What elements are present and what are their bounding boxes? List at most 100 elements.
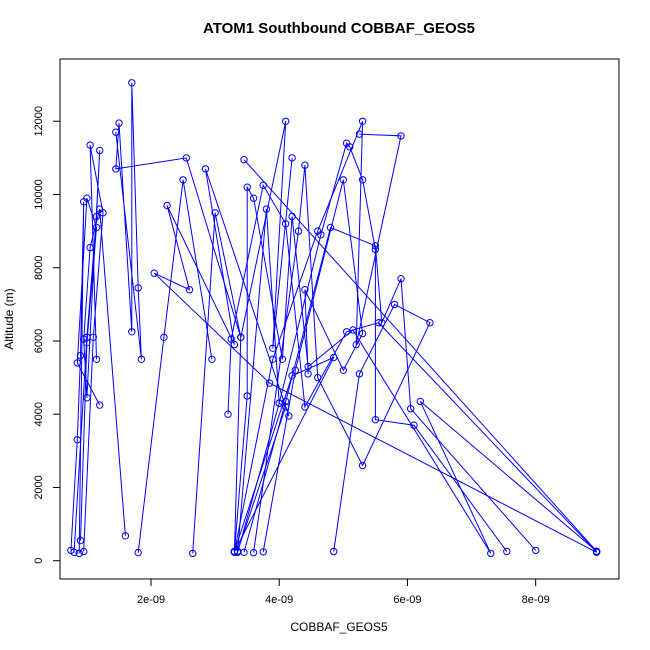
data-point [70,548,78,556]
data-point [330,547,338,556]
x-tick-label: 2e-09 [137,594,165,606]
profile-line [262,179,364,552]
data-point [112,128,120,136]
profile-line [137,179,213,553]
data-point [282,397,290,406]
data-point [291,366,299,374]
data-point [592,548,601,556]
data-point [346,143,354,151]
data-point [96,146,104,155]
data-point [83,194,91,202]
profile-line [115,82,242,554]
data-point [76,536,85,545]
data-point [294,227,303,235]
data-point [76,351,85,360]
profile-line [237,142,508,553]
data-point [182,154,191,162]
data-point [288,372,296,380]
y-axis: 0 2000 4000 6000 8000 10000 12000 [33,106,61,564]
data-point [410,421,418,429]
data-point [352,340,360,349]
data-point [282,117,290,126]
data-point [339,176,347,184]
x-tick-label: 4e-09 [265,594,293,606]
y-tick-label: 2000 [33,475,45,499]
data-point [92,355,101,363]
data-point [285,412,293,420]
data-point [358,176,367,184]
profile-line [253,165,431,553]
data-point [211,209,219,217]
data-point [185,286,194,294]
data-point [134,548,142,557]
data-point [407,405,415,413]
data-point [358,461,367,470]
data-point [201,165,210,173]
data-point [487,549,495,558]
data-point [314,373,322,382]
data-point [83,339,91,347]
data-point [358,329,367,338]
y-tick-label: 12000 [33,106,45,137]
x-axis-label: COBBAF_GEOS5 [290,620,388,634]
data-point [89,333,98,341]
y-tick-label: 4000 [33,402,45,426]
profile-line [227,183,597,553]
data-point [330,353,338,362]
x-axis: 2e-09 4e-09 6e-09 8e-09 [137,578,550,606]
data-point [342,328,351,336]
profile-line [237,209,287,552]
data-point [371,242,380,250]
data-point [128,328,136,336]
profile-line [233,121,293,552]
y-tick-label: 10000 [33,179,45,210]
profile-line [73,150,126,553]
profile-line [76,198,101,541]
data-point [426,319,434,327]
data-point [301,403,309,411]
y-axis-label: Altitude (m) [2,288,16,349]
data-point [224,410,232,418]
data-point [179,176,187,184]
profile-line [70,201,85,554]
data-point [75,549,83,558]
data-point [259,181,267,190]
data-point [92,212,101,221]
data-point [317,231,325,239]
data-point [249,194,258,202]
data-point [371,416,380,424]
data-point [230,340,239,349]
data-point [374,319,383,327]
plot-area [67,79,601,558]
data-point [397,132,405,140]
data-point [339,366,347,374]
data-point [304,370,312,378]
data-point [137,355,146,363]
data-point [358,117,367,126]
data-point [92,223,101,232]
data-point [378,319,386,327]
data-point [112,165,120,173]
data-point [259,548,267,556]
data-point [269,355,277,363]
data-point [189,549,197,558]
data-point [397,275,405,283]
data-point [208,355,216,363]
data-point [304,362,312,371]
data-point [73,436,82,444]
profile-line [153,168,597,553]
data-point [326,223,335,232]
data-point [275,399,283,407]
chart-title: ATOM1 Southbound COBBAF_GEOS5 [203,20,475,37]
profile-line [233,356,335,553]
data-point [128,79,136,87]
data-point [230,548,239,556]
data-point [532,546,540,555]
x-tick-label: 8e-09 [522,594,550,606]
data-point [371,245,380,254]
y-tick-label: 6000 [33,329,45,353]
data-point [503,547,511,556]
profile-line [233,121,402,552]
